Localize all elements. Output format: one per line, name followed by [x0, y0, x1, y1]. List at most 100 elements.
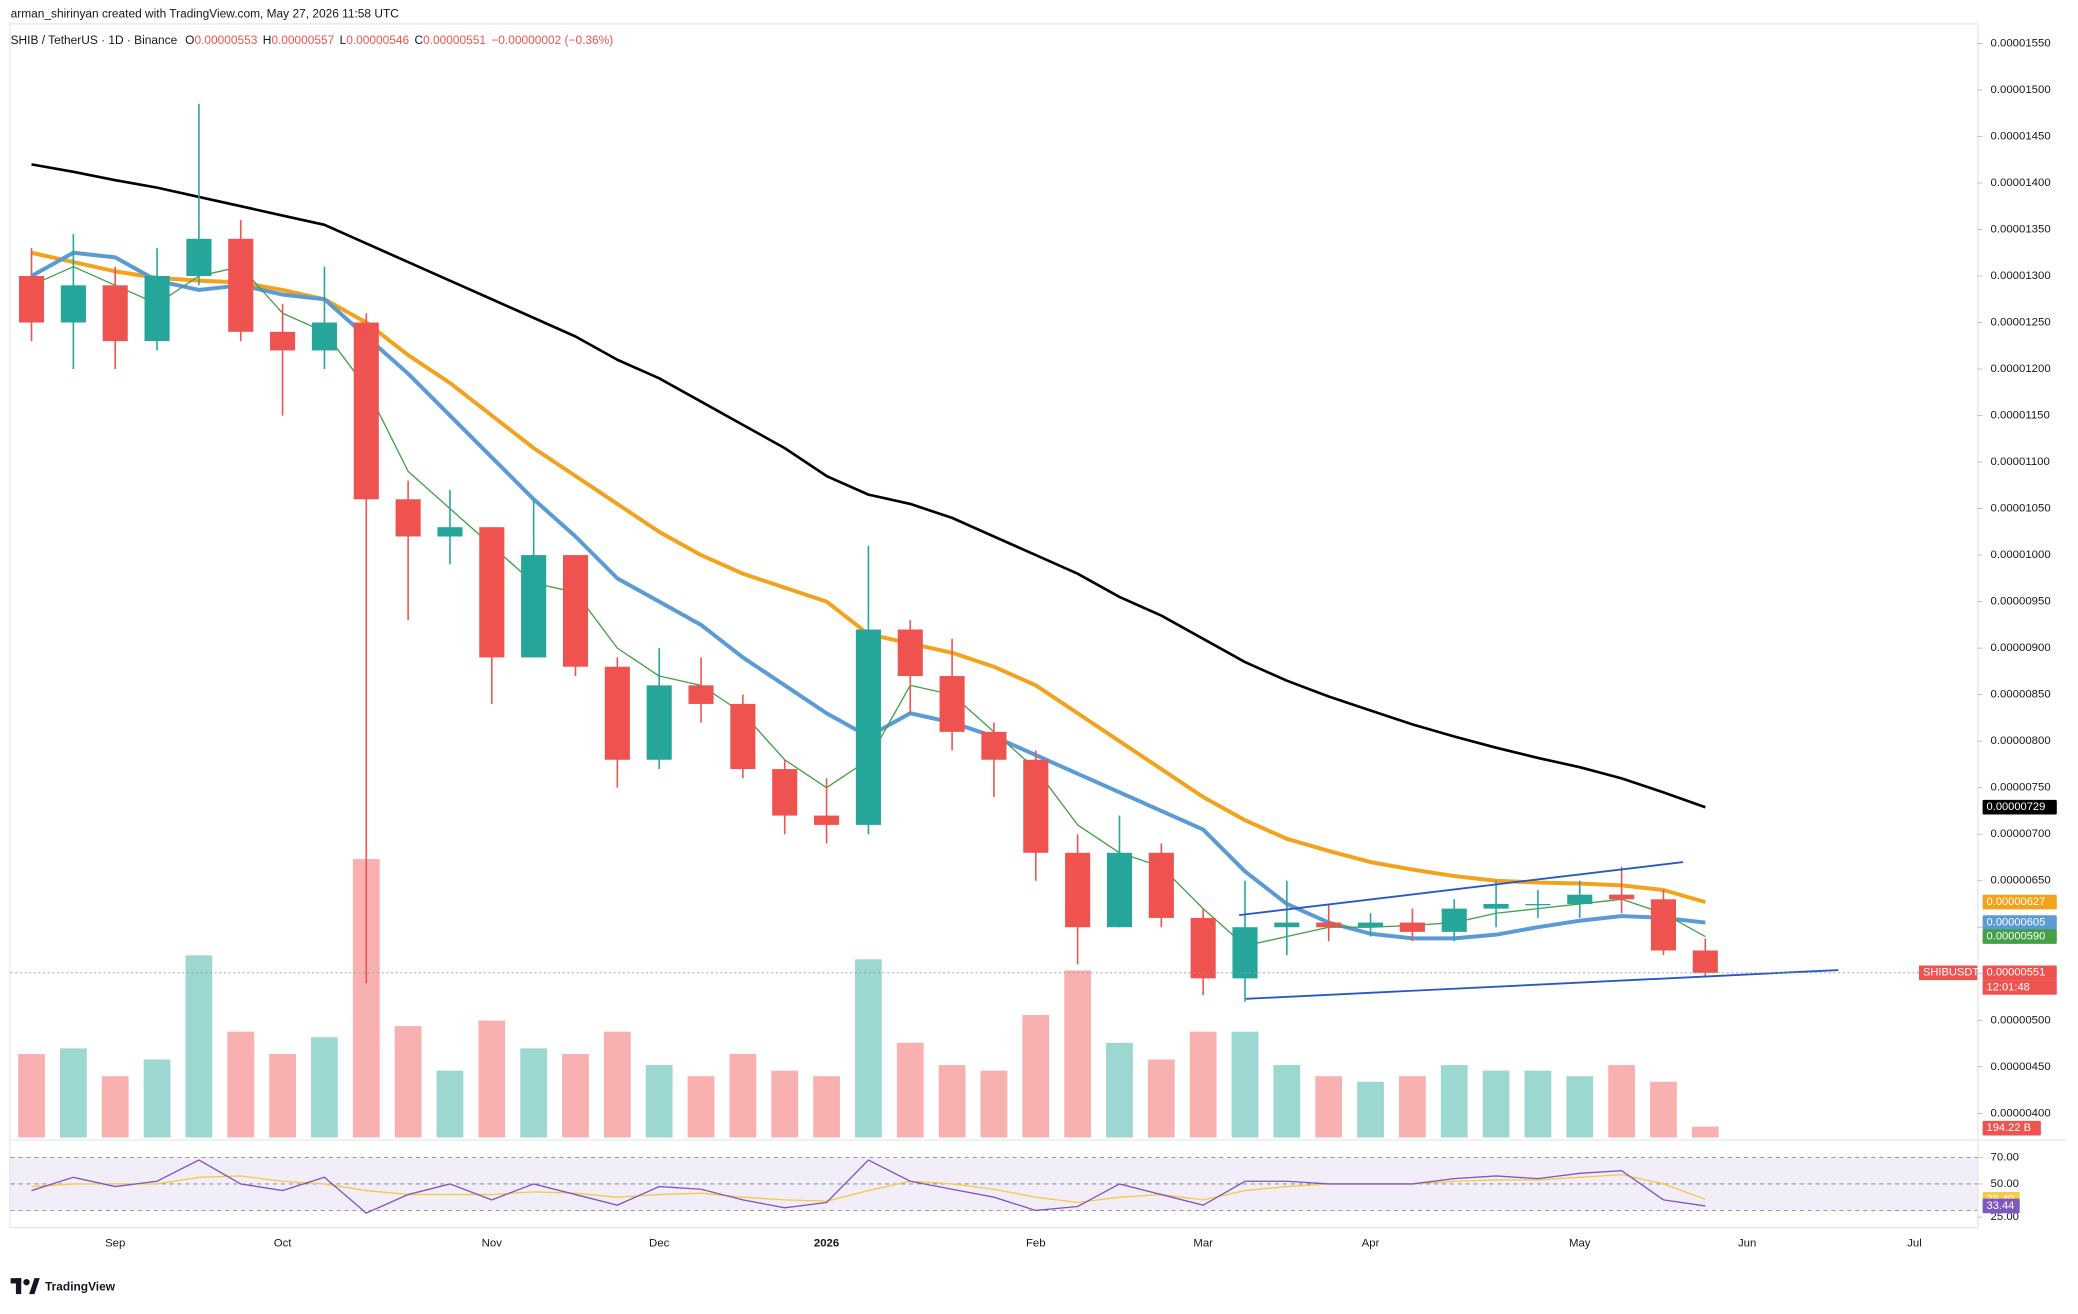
candle-body — [1106, 852, 1133, 928]
volume-bar — [1482, 1070, 1510, 1138]
volume-bar — [1608, 1065, 1635, 1138]
line-value-tag: 0.00000605 — [1987, 917, 2046, 929]
candle-body — [1023, 759, 1049, 853]
x-tick-label: Sep — [105, 1238, 125, 1250]
candle-body — [1525, 903, 1551, 906]
x-tick-label: Mar — [1193, 1238, 1213, 1250]
candle-body — [897, 629, 923, 677]
ohlc-key: C — [414, 33, 423, 47]
trendline — [1245, 969, 1839, 1000]
candle-body — [228, 238, 254, 332]
candle-body — [1692, 950, 1718, 973]
volume-bar — [59, 1048, 87, 1138]
x-tick-label: Jul — [1907, 1238, 1922, 1250]
candle-body — [18, 276, 45, 323]
y-tick-label: 0.00000400 — [1991, 1107, 2051, 1119]
candle-body — [646, 685, 672, 760]
candle-body — [1357, 922, 1384, 928]
volume-bar — [1357, 1081, 1384, 1138]
candle-body — [1065, 852, 1091, 928]
tradingview-logo — [10, 1278, 40, 1295]
candle-body — [981, 731, 1007, 760]
y-tick-label: 0.00000650 — [1991, 875, 2051, 887]
rsi-ma-line — [31, 1173, 1706, 1204]
line-value-tag-bg — [1982, 915, 2057, 930]
change: −0.00000002 (−0.36%) — [491, 33, 613, 47]
candle-body — [395, 499, 421, 537]
ohlc-key: O — [185, 33, 194, 47]
candle-body — [1232, 927, 1258, 979]
volume-bar — [269, 1053, 296, 1138]
candle-body — [1650, 899, 1677, 951]
candle-body — [1399, 922, 1425, 932]
ohlc-value: 0.00000551 — [423, 33, 486, 47]
x-tick-label: Apr — [1362, 1238, 1380, 1250]
y-tick-label: 0.00000500 — [1991, 1014, 2051, 1026]
line-value-tag: 0.00000590 — [1987, 930, 2046, 942]
volume-bar — [1189, 1031, 1217, 1138]
volume-bar — [1064, 970, 1092, 1138]
rsi-tag-bg — [1982, 1198, 2020, 1214]
line-value-tag: 0.00000729 — [1987, 801, 2046, 813]
volume-bar — [1440, 1065, 1468, 1138]
rsi-tag: 33.44 — [1987, 1200, 2015, 1212]
y-tick-label: 0.00001550 — [1991, 37, 2051, 49]
x-tick-label: Oct — [274, 1238, 293, 1250]
y-tick-label: 0.00001250 — [1991, 317, 2051, 329]
volume-bar — [1022, 1014, 1050, 1138]
rsi-tick-label: 70.00 — [1991, 1151, 2019, 1163]
x-tick-label: Jun — [1738, 1238, 1756, 1250]
volume-bar — [1691, 1126, 1719, 1138]
volume-bar — [436, 1070, 464, 1138]
volume-bar — [1273, 1065, 1301, 1138]
y-tick-label: 0.00000800 — [1991, 735, 2051, 747]
candle-body — [60, 285, 86, 323]
volume-bar — [1315, 1076, 1343, 1138]
countdown: 12:01:48 — [1987, 981, 2030, 993]
y-tick-label: 0.00001500 — [1991, 84, 2051, 96]
logo-slash — [29, 1278, 40, 1295]
rsi-line — [31, 1159, 1706, 1214]
line-value-tag-bg — [1982, 894, 2057, 910]
candle-body — [1567, 894, 1593, 904]
price-tag: 0.00000551 — [1987, 967, 2046, 979]
candle-body — [562, 555, 589, 667]
candle-body — [479, 527, 505, 658]
volume-bar — [729, 1053, 757, 1138]
candle-body — [144, 276, 170, 342]
x-tick-label: 2026 — [814, 1238, 839, 1250]
candle-body — [1609, 894, 1635, 900]
volume-tag: 194.22 B — [1987, 1122, 2032, 1134]
volume-bar — [185, 955, 213, 1138]
candle-body — [311, 322, 337, 351]
volume-bar — [311, 1037, 338, 1138]
ohlc-value: 0.00000557 — [271, 33, 334, 47]
y-tick-label: 0.00001150 — [1991, 410, 2050, 422]
symbol-legend: SHIB / TetherUS · 1D · Binance O0.0000055… — [11, 33, 614, 47]
candle-body — [772, 769, 798, 816]
volume-bar — [603, 1031, 631, 1138]
candle-body — [1190, 917, 1216, 979]
y-tick-label: 0.00001200 — [1991, 363, 2051, 375]
volume-bar — [478, 1020, 506, 1138]
volume-bar — [143, 1059, 171, 1138]
volume-bar — [394, 1026, 422, 1138]
volume-bar — [1106, 1042, 1133, 1138]
candle-body — [688, 685, 714, 704]
y-tick-label: 0.00000900 — [1991, 642, 2051, 654]
volume-bar — [813, 1076, 840, 1138]
y-tick-label: 0.00001400 — [1991, 177, 2051, 189]
volume-bar — [1524, 1070, 1552, 1138]
x-tick-label: Nov — [482, 1238, 503, 1250]
footer-brand: TradingView — [45, 1280, 116, 1294]
y-tick-label: 0.00001050 — [1991, 503, 2051, 515]
ohlc-key: L — [340, 33, 347, 47]
candle-body — [1441, 908, 1467, 932]
ohlc-value: 0.00000553 — [194, 33, 257, 47]
candle-body — [1274, 922, 1300, 928]
ohlc-key: H — [263, 33, 272, 47]
trendline — [1239, 861, 1684, 917]
x-tick-label: Feb — [1026, 1238, 1046, 1250]
volume-bar — [18, 1053, 45, 1138]
y-tick-label: 0.00000950 — [1991, 596, 2051, 608]
